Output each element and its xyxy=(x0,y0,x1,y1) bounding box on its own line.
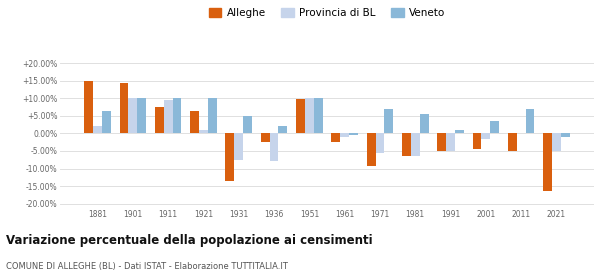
Bar xyxy=(508,133,517,151)
Legend: Alleghe, Provincia di BL, Veneto: Alleghe, Provincia di BL, Veneto xyxy=(205,4,449,22)
Bar xyxy=(490,121,499,133)
Bar xyxy=(419,114,428,133)
Bar xyxy=(119,83,128,133)
Bar xyxy=(208,98,217,133)
Bar xyxy=(314,98,323,133)
Bar xyxy=(473,133,481,149)
Bar xyxy=(128,98,137,133)
Bar xyxy=(526,109,535,133)
Bar xyxy=(385,109,393,133)
Text: COMUNE DI ALLEGHE (BL) - Dati ISTAT - Elaborazione TUTTITALIA.IT: COMUNE DI ALLEGHE (BL) - Dati ISTAT - El… xyxy=(6,262,288,271)
Bar xyxy=(376,133,385,153)
Bar xyxy=(481,133,490,139)
Bar xyxy=(102,111,111,133)
Text: Variazione percentuale della popolazione ai censimenti: Variazione percentuale della popolazione… xyxy=(6,234,373,247)
Bar xyxy=(84,81,93,133)
Bar xyxy=(543,133,552,191)
Bar xyxy=(137,98,146,133)
Bar xyxy=(296,99,305,133)
Bar xyxy=(261,133,269,142)
Bar xyxy=(455,130,464,133)
Bar xyxy=(349,133,358,135)
Bar xyxy=(243,116,252,133)
Bar xyxy=(226,133,235,181)
Bar xyxy=(278,126,287,133)
Bar xyxy=(367,133,376,166)
Bar xyxy=(305,98,314,133)
Bar xyxy=(437,133,446,151)
Bar xyxy=(164,100,173,133)
Bar xyxy=(552,133,561,151)
Bar xyxy=(446,133,455,151)
Bar xyxy=(235,133,243,160)
Bar xyxy=(269,133,278,162)
Bar xyxy=(411,133,419,156)
Bar xyxy=(402,133,411,156)
Bar xyxy=(561,133,570,137)
Bar xyxy=(173,98,181,133)
Bar xyxy=(340,133,349,137)
Bar xyxy=(331,133,340,142)
Bar xyxy=(155,107,164,133)
Bar xyxy=(93,126,102,133)
Bar xyxy=(199,130,208,133)
Bar xyxy=(190,111,199,133)
